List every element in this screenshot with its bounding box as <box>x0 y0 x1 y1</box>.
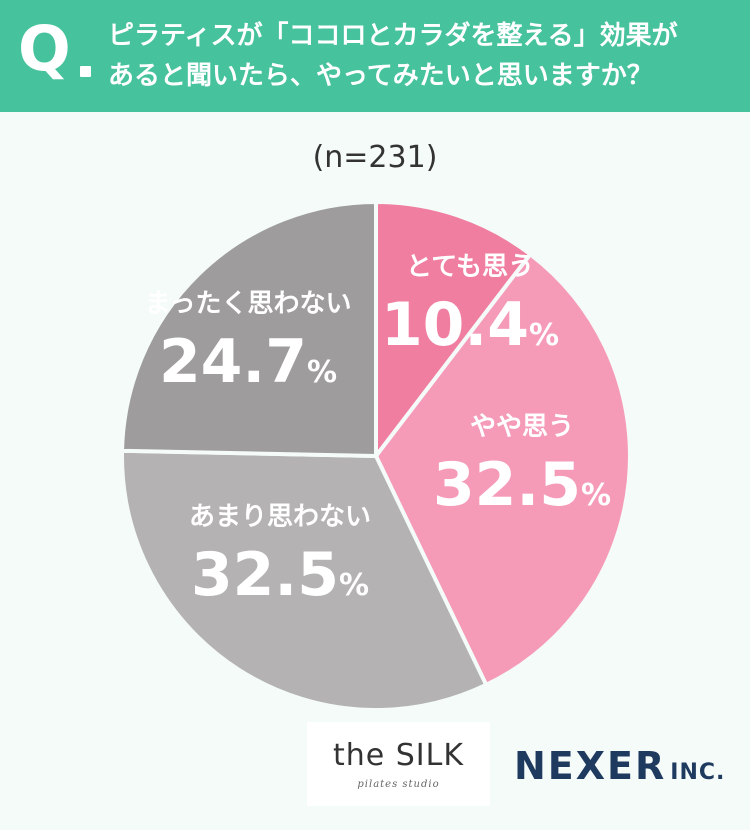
q-mark: Q <box>18 12 71 85</box>
pie-slice-1 <box>374 200 533 458</box>
nexer-logo-inc: INC. <box>670 760 726 785</box>
slice-label-1: とても思う <box>406 252 534 282</box>
slice-label-4: まったく思わない <box>145 289 352 319</box>
pie-slice-3 <box>120 448 489 712</box>
slice-label-3: あまり思わない <box>189 502 371 532</box>
question-header: Q ピラティスが「ココロとカラダを整える」効果が あると聞いたら、やってみたいと… <box>0 0 750 112</box>
nexer-logo-text: NEXER <box>514 744 667 788</box>
q-dot <box>80 66 91 77</box>
nexer-logo: NEXER INC. <box>514 744 725 788</box>
slice-value-3: 32.5% <box>191 540 369 610</box>
slice-label-2: やや思う <box>470 412 574 442</box>
slice-value-2: 32.5% <box>433 450 611 520</box>
slice-value-1: 10.4% <box>381 290 559 360</box>
question-line-1: ピラティスが「ココロとカラダを整える」効果が <box>108 21 678 51</box>
pie-slice-2 <box>374 252 632 687</box>
silk-logo-text: the SILK <box>332 738 465 773</box>
question-line-2: あると聞いたら、やってみたいと思いますか？ <box>108 61 653 91</box>
pie-slice-4 <box>120 200 378 458</box>
slice-value-4: 24.7% <box>159 327 337 397</box>
silk-logo: the SILK pilates studio <box>307 722 490 806</box>
silk-logo-subtext: pilates studio <box>357 779 440 790</box>
question-text: ピラティスが「ココロとカラダを整える」効果が あると聞いたら、やってみたいと思い… <box>108 16 738 96</box>
sample-size: (n=231) <box>312 140 438 175</box>
